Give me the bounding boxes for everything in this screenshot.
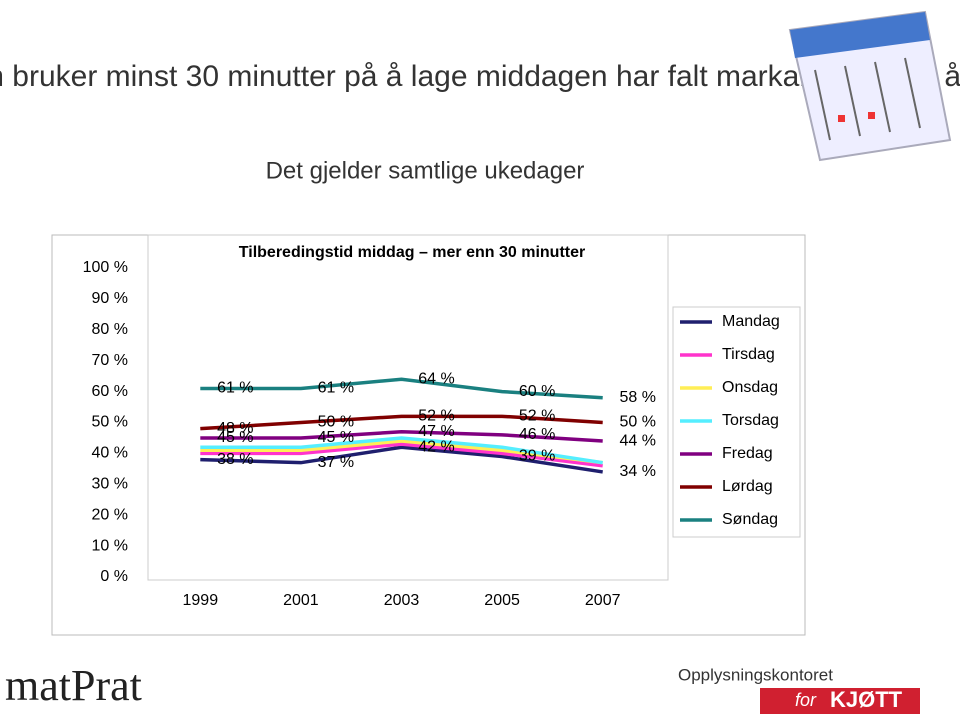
data-label: 64 % [418,370,454,387]
data-label: 61 % [217,380,253,397]
data-label: 46 % [519,426,555,443]
chart-title: Tilberedingstid middag – mer enn 30 minu… [239,244,585,261]
x-tick-label: 2005 [484,592,520,609]
y-tick-label: 20 % [92,506,128,523]
plot-frame [147,234,669,581]
legend-label: Torsdag [722,412,779,429]
series-line [200,436,603,465]
legend-label: Mandag [722,313,780,330]
logo-ok-name: KJØTT [830,687,903,712]
calendar-icon [788,10,952,162]
legend-label: Fredag [722,445,773,462]
legend-label: Lørdag [722,478,773,495]
y-tick-label: 70 % [92,352,128,369]
series-line [200,414,603,431]
data-label: 34 % [619,463,655,480]
legend-label: Søndag [722,511,778,528]
x-tick-label: 2001 [283,592,319,609]
slide-subtitle: Det gjelder samtlige ukedager [266,157,585,184]
logo-matprat: matPrat [5,661,142,710]
series-line [200,430,603,443]
data-label: 38 % [217,451,253,468]
x-tick-label: 2003 [384,592,420,609]
data-label: 50 % [619,414,655,431]
series-line [200,439,603,465]
logo-ok-for: for [795,690,817,710]
data-label: 61 % [318,380,354,397]
y-tick-label: 10 % [92,537,128,554]
data-label: 52 % [519,408,555,425]
y-tick-label: 100 % [83,259,128,276]
data-label: 45 % [217,429,253,446]
x-tick-label: 2007 [585,592,621,609]
data-label: 48 % [217,420,253,437]
data-label: 58 % [619,389,655,406]
x-tick-label: 1999 [183,592,219,609]
legend-label: Onsdag [722,379,778,396]
data-label: 44 % [619,432,655,449]
data-label: 60 % [519,383,555,400]
y-tick-label: 50 % [92,414,128,431]
logo-ok-top: Opplysningskontoret [678,665,833,684]
data-label: 37 % [318,454,354,471]
series-line [200,377,603,400]
series-line [200,442,603,468]
y-tick-label: 90 % [92,290,128,307]
data-label: 42 % [418,438,454,455]
data-label: 47 % [418,423,454,440]
logo-ok-band [760,688,920,714]
data-label: 45 % [318,429,354,446]
y-tick-label: 40 % [92,445,128,462]
y-tick-label: 80 % [92,321,128,338]
data-label: 50 % [318,414,354,431]
series-line [200,445,603,474]
data-label: 52 % [418,408,454,425]
legend-label: Tirsdag [722,346,775,363]
y-tick-label: 60 % [92,383,128,400]
data-label: 39 % [519,448,555,465]
y-tick-label: 30 % [92,476,128,493]
y-tick-label: 0 % [100,568,128,585]
